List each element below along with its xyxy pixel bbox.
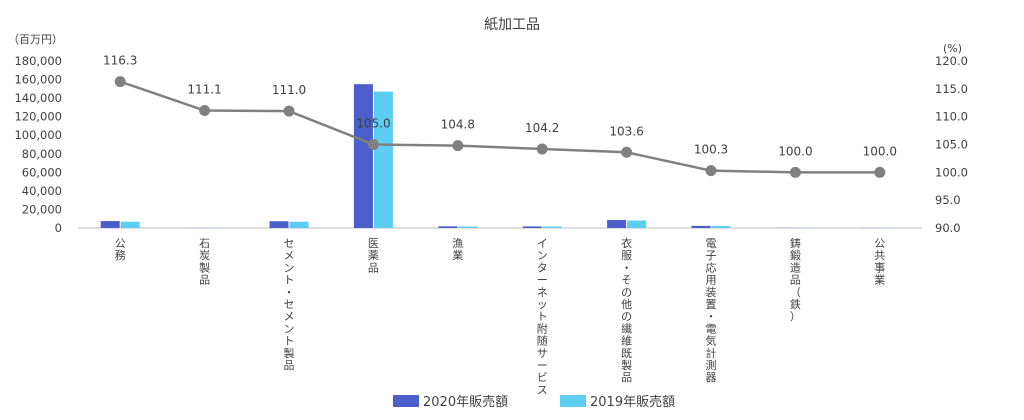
category-labels: 公務 石炭製品 セメント・セメント製品 医薬品 漁業 インターネット附随サービス 衣服・その… [115, 236, 886, 396]
category-label: 石炭製品 [199, 237, 210, 287]
bar-2019 [373, 91, 393, 228]
legend-swatch [560, 395, 586, 407]
bar-series-group [100, 84, 900, 228]
growth-rate-data-label: 100.0 [863, 144, 897, 158]
growth-rate-data-label: 111.1 [187, 83, 221, 97]
growth-rate-point [199, 105, 211, 117]
bar-2019 [458, 226, 478, 228]
growth-rate-point [367, 139, 379, 150]
category-label: 公務 [115, 237, 126, 262]
right-tick-label: 95.0 [935, 193, 961, 207]
left-axis-unit: （百万円） [8, 33, 63, 46]
left-tick-label: 140,000 [14, 91, 62, 105]
category-label: 電子応用装置・電気計測器 [706, 237, 717, 384]
growth-rate-point [705, 165, 717, 177]
left-axis-ticks: 0 20,000 40,000 60,000 80,000 100,000 120,000 1… [14, 54, 62, 235]
growth-rate-point [114, 76, 126, 88]
left-tick-label: 80,000 [22, 147, 62, 161]
legend: 2020年販売額 2019年販売額 [393, 394, 675, 410]
bar-2020 [522, 226, 542, 228]
category-label: インターネット附随サービス [537, 237, 548, 396]
category-label: 衣服・その他の繊維既製品 [621, 236, 632, 384]
left-tick-label: 100,000 [14, 128, 62, 142]
right-tick-label: 120.0 [935, 54, 968, 68]
category-label: 医薬品 [368, 237, 379, 274]
bar-2019 [542, 226, 562, 228]
left-tick-label: 180,000 [14, 54, 62, 68]
category-label: 公共事業 [874, 237, 885, 287]
bar-2020 [100, 221, 120, 228]
right-axis-unit: (%) [943, 42, 962, 55]
growth-rate-point [452, 140, 464, 152]
bar-2019 [627, 220, 647, 228]
growth-rate-data-label: 105.0 [356, 117, 390, 131]
growth-rate-point [874, 166, 886, 178]
category-label: 鋳鍛造品（鉄） [790, 236, 801, 323]
bar-2020 [691, 225, 711, 228]
growth-rate-line [119, 80, 880, 174]
growth-rate-point [621, 146, 633, 158]
bar-2020 [607, 220, 627, 228]
right-axis-ticks: 90.0 95.0 100.0 105.0 110.0 115.0 120.0 [935, 54, 968, 235]
bar-2019 [120, 221, 140, 228]
growth-rate-data-label: 100.0 [778, 144, 812, 158]
right-tick-label: 115.0 [935, 82, 968, 96]
category-label: 漁業 [452, 236, 463, 262]
bar-2019 [711, 226, 731, 228]
bar-2020 [353, 84, 373, 228]
right-tick-label: 100.0 [935, 165, 968, 179]
left-tick-label: 160,000 [14, 73, 62, 87]
growth-rate-data-label: 111.0 [272, 83, 306, 97]
legend-swatch [393, 395, 419, 407]
growth-rate-point [536, 143, 548, 155]
growth-rate-point [283, 105, 295, 117]
growth-rate-data-label: 116.3 [103, 54, 137, 68]
legend-label: 2019年販売額 [590, 394, 675, 410]
chart-title: 紙加工品 [484, 17, 540, 33]
bar-2020 [269, 221, 289, 228]
growth-rate-data-label: 103.6 [609, 124, 643, 138]
left-tick-label: 0 [55, 221, 62, 235]
right-tick-label: 110.0 [935, 110, 968, 124]
growth-rate-point [789, 166, 801, 178]
left-tick-label: 60,000 [22, 165, 62, 179]
left-tick-label: 40,000 [22, 184, 62, 198]
line-series-group: 116.3 111.1 111.0 105.0 104.8 104.2 103.6 100.3… [103, 54, 897, 178]
left-tick-label: 20,000 [22, 202, 62, 216]
left-tick-label: 120,000 [14, 110, 62, 124]
bar-2019 [289, 221, 309, 228]
growth-rate-data-label: 104.8 [441, 118, 475, 132]
legend-label: 2020年販売額 [423, 394, 508, 410]
growth-rate-data-label: 104.2 [525, 121, 559, 135]
right-tick-label: 90.0 [935, 221, 961, 235]
growth-rate-data-label: 100.3 [694, 143, 728, 157]
right-tick-label: 105.0 [935, 138, 968, 152]
bar-2020 [438, 226, 458, 228]
category-label: セメント・セメント製品 [284, 237, 295, 372]
